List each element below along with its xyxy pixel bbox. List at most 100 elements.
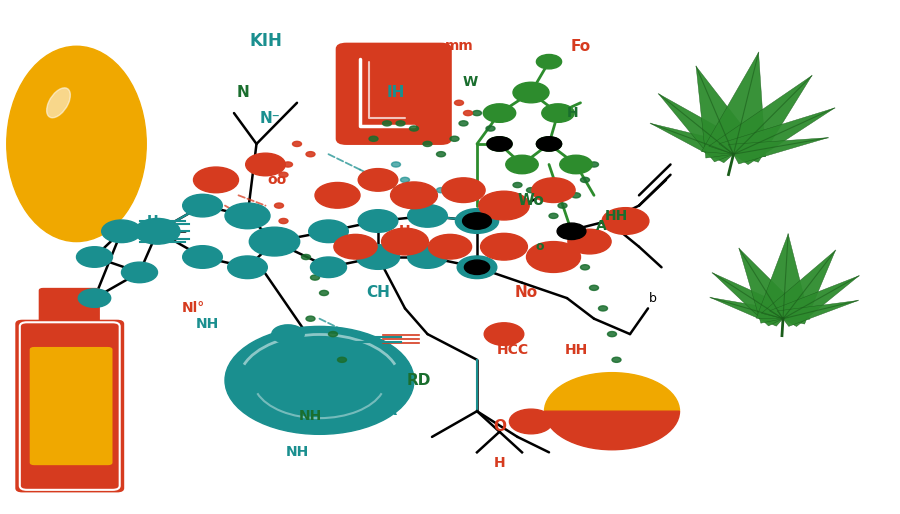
FancyBboxPatch shape [30, 347, 112, 465]
Text: KIH: KIH [249, 32, 282, 50]
Circle shape [532, 178, 575, 203]
Circle shape [455, 209, 499, 233]
Circle shape [249, 227, 300, 256]
Circle shape [513, 182, 522, 188]
Text: HR: HR [376, 404, 398, 418]
Circle shape [506, 155, 538, 174]
Circle shape [436, 188, 446, 193]
Circle shape [572, 193, 580, 198]
FancyBboxPatch shape [39, 288, 100, 326]
Circle shape [78, 289, 111, 307]
Text: Fo: Fo [571, 39, 590, 54]
Circle shape [246, 153, 285, 176]
Circle shape [590, 162, 598, 167]
Circle shape [122, 262, 158, 283]
Text: NH: NH [299, 409, 322, 424]
Polygon shape [778, 301, 859, 326]
Circle shape [459, 121, 468, 126]
Circle shape [292, 141, 302, 146]
Circle shape [400, 177, 410, 182]
Polygon shape [756, 234, 810, 319]
Circle shape [608, 332, 616, 337]
Circle shape [486, 126, 495, 131]
Circle shape [274, 203, 284, 208]
Ellipse shape [47, 88, 70, 118]
Circle shape [500, 141, 508, 146]
Circle shape [302, 254, 310, 260]
Text: NH: NH [285, 445, 309, 460]
Text: NH: NH [195, 317, 219, 331]
Circle shape [542, 104, 574, 122]
Text: Wo: Wo [518, 193, 544, 208]
Circle shape [334, 234, 377, 259]
Text: O: O [493, 419, 506, 434]
Circle shape [487, 137, 512, 151]
Circle shape [580, 265, 590, 270]
Circle shape [457, 256, 497, 279]
Circle shape [612, 357, 621, 362]
Circle shape [284, 162, 292, 167]
Circle shape [508, 162, 518, 167]
Polygon shape [713, 273, 797, 326]
FancyBboxPatch shape [336, 43, 452, 145]
Circle shape [558, 203, 567, 208]
Text: No: No [515, 285, 538, 301]
Circle shape [436, 152, 446, 157]
Circle shape [479, 191, 529, 220]
Text: o: o [536, 240, 544, 253]
Circle shape [454, 100, 464, 105]
Circle shape [483, 104, 516, 122]
Text: b: b [649, 291, 656, 305]
Circle shape [315, 182, 360, 208]
Circle shape [225, 203, 270, 229]
Text: A: A [596, 219, 607, 233]
Circle shape [135, 218, 180, 244]
Text: mm: mm [445, 39, 473, 53]
Circle shape [228, 256, 267, 279]
Circle shape [450, 193, 459, 198]
Circle shape [557, 223, 586, 240]
Polygon shape [710, 298, 789, 326]
Polygon shape [659, 94, 752, 162]
Polygon shape [761, 250, 835, 324]
Circle shape [536, 54, 562, 69]
Circle shape [328, 332, 338, 337]
Circle shape [568, 229, 611, 254]
Circle shape [410, 188, 418, 193]
Polygon shape [701, 52, 766, 157]
Text: Nl°: Nl° [182, 301, 205, 316]
Circle shape [486, 203, 495, 208]
Circle shape [183, 194, 222, 217]
Circle shape [549, 213, 558, 218]
Circle shape [472, 111, 482, 116]
Circle shape [279, 218, 288, 224]
Circle shape [274, 326, 302, 342]
Circle shape [194, 167, 238, 193]
Text: RD: RD [406, 373, 431, 388]
Circle shape [391, 182, 437, 209]
Circle shape [338, 357, 346, 362]
Text: HH: HH [564, 342, 588, 357]
Circle shape [526, 242, 580, 272]
Circle shape [382, 228, 428, 255]
Circle shape [306, 316, 315, 321]
Circle shape [481, 233, 527, 260]
Text: N⁻: N⁻ [259, 111, 281, 126]
Circle shape [396, 121, 405, 126]
Circle shape [392, 162, 400, 167]
Text: W: W [464, 75, 478, 89]
Circle shape [464, 260, 490, 274]
Circle shape [306, 152, 315, 157]
Circle shape [76, 247, 112, 267]
Text: HH: HH [605, 209, 628, 223]
Circle shape [484, 323, 524, 345]
Circle shape [408, 205, 447, 227]
Circle shape [183, 246, 222, 268]
Circle shape [463, 213, 491, 229]
Circle shape [540, 193, 549, 198]
Circle shape [310, 275, 320, 280]
Text: H: H [494, 455, 505, 470]
Circle shape [450, 136, 459, 141]
Text: H: H [567, 106, 578, 120]
Wedge shape [544, 411, 680, 450]
